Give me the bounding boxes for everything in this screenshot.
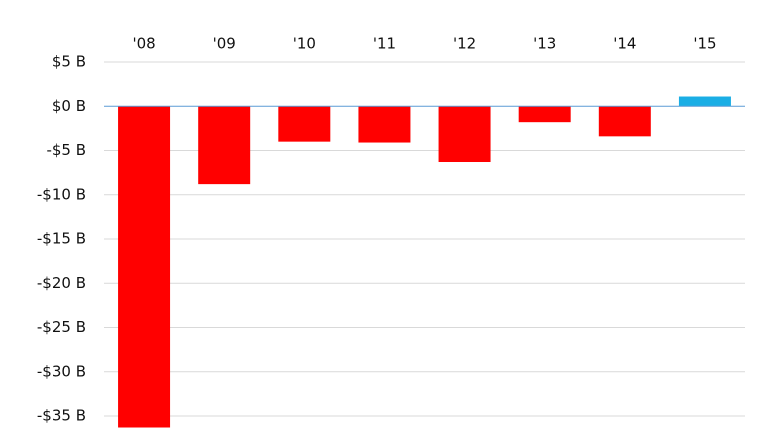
y-tick-label: -$5 B xyxy=(46,141,86,159)
x-tick-label: '09 xyxy=(213,35,236,53)
bar xyxy=(598,106,651,137)
y-tick-label: -$20 B xyxy=(37,274,86,292)
x-tick-label: '08 xyxy=(132,35,155,53)
x-tick-label: '12 xyxy=(453,35,476,53)
x-tick-label: '10 xyxy=(293,35,316,53)
y-tick-label: -$10 B xyxy=(37,185,86,203)
y-tick-label: -$15 B xyxy=(37,230,86,248)
bar xyxy=(438,106,491,163)
y-tick-label: $5 B xyxy=(52,53,86,71)
x-tick-label: '11 xyxy=(373,35,396,53)
bar xyxy=(518,106,571,123)
y-tick-label: -$25 B xyxy=(37,318,86,336)
y-tick-label: -$30 B xyxy=(37,362,86,380)
x-tick-label: '13 xyxy=(533,35,556,53)
bar xyxy=(678,96,731,107)
bar xyxy=(118,106,171,428)
x-tick-label: '15 xyxy=(693,35,716,53)
bar xyxy=(278,106,331,142)
bar xyxy=(198,106,251,185)
y-tick-label: $0 B xyxy=(52,97,86,115)
x-tick-label: '14 xyxy=(613,35,636,53)
y-tick-label: -$35 B xyxy=(37,407,86,425)
bar xyxy=(358,106,411,143)
